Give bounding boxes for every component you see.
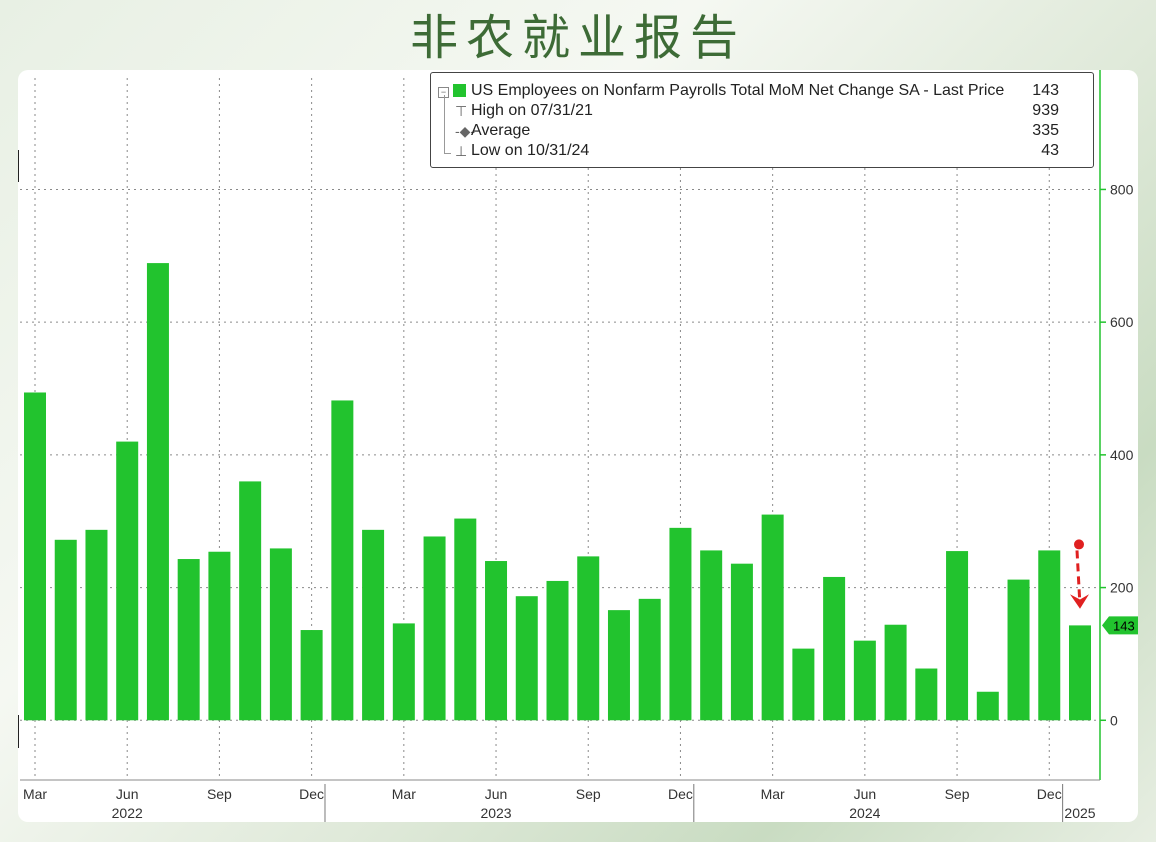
legend-low-row: ⊥ Low on 10/31/24 43	[441, 141, 1059, 161]
x-tick-label: Mar	[761, 786, 785, 802]
bar	[853, 640, 876, 721]
chart-legend: − US Employees on Nonfarm Payrolls Total…	[430, 72, 1094, 168]
x-tick-label: Jun	[116, 786, 139, 802]
x-year-label: 2025	[1064, 805, 1095, 821]
bar	[331, 400, 354, 721]
bar	[915, 668, 938, 721]
bar	[300, 630, 323, 721]
legend-low-label: Low on 10/31/24	[471, 142, 590, 159]
bar	[423, 536, 446, 721]
x-tick-label: Dec	[668, 786, 693, 802]
bar	[577, 556, 600, 721]
y-tick-label: 800	[1110, 181, 1134, 197]
x-tick-label: Sep	[207, 786, 232, 802]
bar	[700, 550, 723, 721]
bar	[116, 441, 139, 721]
x-tick-label: Dec	[299, 786, 324, 802]
legend-series-row: US Employees on Nonfarm Payrolls Total M…	[441, 81, 1059, 101]
annotation-arrow-dot	[1074, 539, 1084, 550]
bar	[177, 559, 200, 721]
legend-high-row: ⊤ High on 07/31/21 939	[441, 101, 1059, 121]
bar	[884, 624, 907, 721]
y-tick-label: 0	[1110, 712, 1118, 728]
bar	[362, 529, 385, 721]
bar	[546, 580, 569, 721]
bar	[392, 623, 415, 721]
x-year-label: 2024	[849, 805, 880, 821]
bar	[730, 563, 753, 721]
legend-average-value: 335	[1032, 122, 1059, 139]
legend-last-price: 143	[1032, 82, 1059, 99]
series-swatch-icon	[453, 84, 466, 97]
bar	[669, 527, 692, 721]
bar	[976, 691, 999, 721]
x-year-label: 2022	[112, 805, 143, 821]
bar	[269, 548, 292, 721]
bar	[823, 576, 846, 721]
x-tick-label: Mar	[392, 786, 416, 802]
bar	[607, 610, 630, 721]
x-year-label: 2023	[480, 805, 511, 821]
legend-high-label: High on 07/31/21	[471, 102, 593, 119]
average-marker-icon: -◆-	[455, 123, 476, 139]
high-marker-icon: ⊤	[455, 103, 468, 119]
x-tick-label: Mar	[23, 786, 47, 802]
bar	[638, 598, 661, 721]
x-tick-label: Dec	[1037, 786, 1062, 802]
bar	[1069, 625, 1091, 721]
legend-average-label: Average	[471, 122, 531, 139]
bar	[208, 551, 231, 721]
x-tick-label: Jun	[854, 786, 877, 802]
x-tick-label: Sep	[945, 786, 970, 802]
collapse-icon[interactable]: −	[438, 87, 449, 98]
bar	[1038, 550, 1061, 721]
last-value-label: 143	[1113, 618, 1135, 633]
legend-high-value: 939	[1032, 102, 1059, 119]
x-tick-label: Jun	[485, 786, 508, 802]
bar	[946, 551, 969, 721]
legend-series-label: US Employees on Nonfarm Payrolls Total M…	[471, 82, 1005, 99]
bar	[54, 539, 77, 721]
bar	[761, 514, 784, 721]
bar	[515, 596, 538, 721]
chart-card: 0 200 400 600 800 143 Mar Jun Sep Dec Mar Jun Sep Dec…	[18, 70, 1138, 822]
arrow-down-icon	[1070, 594, 1089, 609]
bar	[485, 561, 508, 721]
bar	[1007, 579, 1030, 721]
legend-average-row: -◆- Average 335	[441, 121, 1059, 141]
bar-chart: 0 200 400 600 800 143 Mar Jun Sep Dec Mar Jun Sep Dec…	[18, 70, 1138, 822]
annotation-arrow-shaft	[1075, 550, 1082, 607]
bar	[85, 529, 108, 721]
low-marker-icon: ⊥	[455, 143, 468, 159]
bar	[454, 518, 477, 721]
bar	[24, 392, 46, 721]
y-tick-label: 400	[1110, 447, 1134, 463]
last-value-badge	[1102, 616, 1138, 635]
x-tick-label: Sep	[576, 786, 601, 802]
bar	[146, 263, 169, 721]
y-tick-label: 200	[1110, 580, 1134, 596]
legend-tree-lines	[444, 95, 451, 154]
y-tick-label: 600	[1110, 314, 1134, 330]
bar	[792, 648, 815, 721]
bar	[239, 481, 262, 721]
legend-low-value: 43	[1041, 142, 1059, 159]
page-title: 非农就业报告	[409, 10, 746, 66]
